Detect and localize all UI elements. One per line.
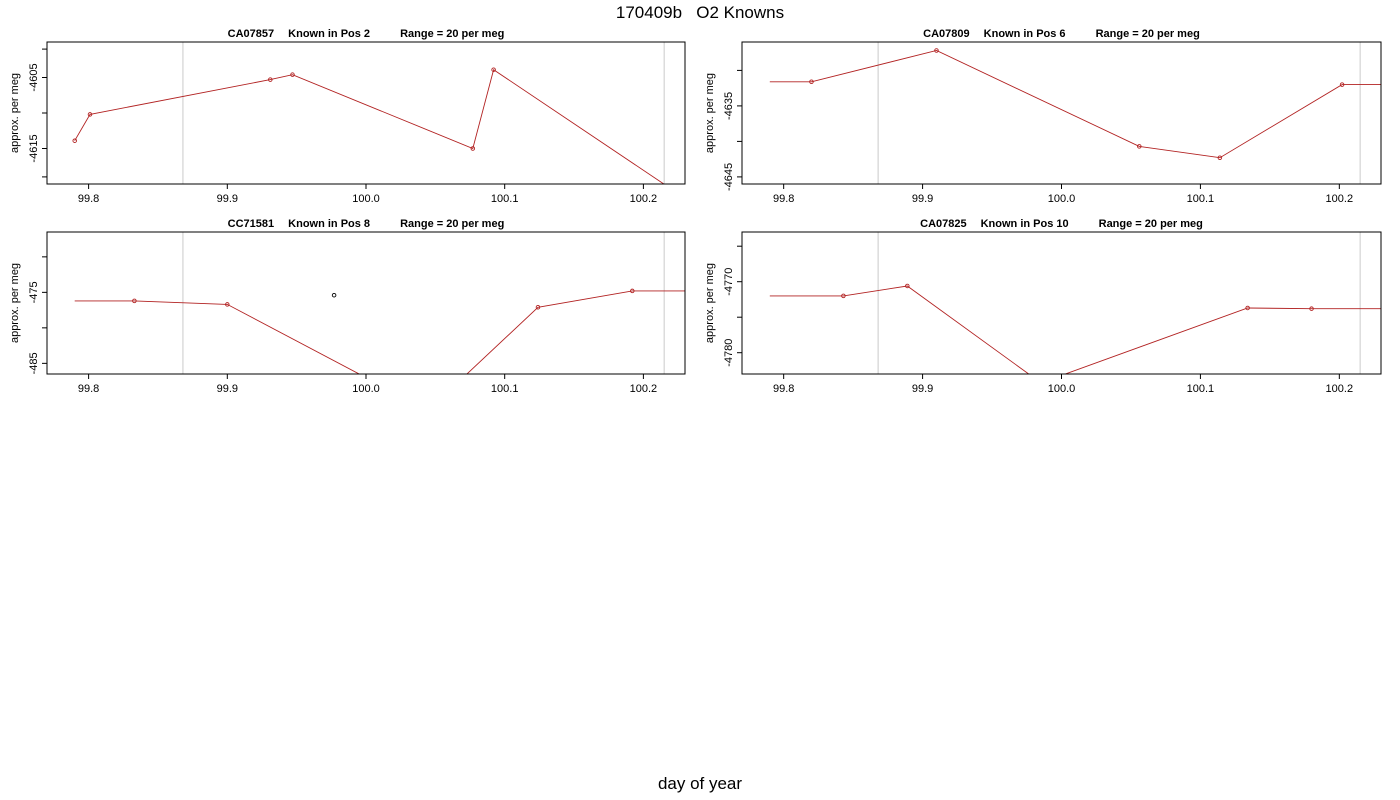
plot-frame [46,41,686,185]
x-tick-label: 100.0 [1048,383,1076,395]
x-tick-label: 100.2 [1326,193,1354,205]
chart-panel-4: 99.8 99.9 100.0 100.1 100.2 -4780 -4770 approx.… [704,218,1382,395]
x-tick-label: 99.9 [912,193,933,205]
y-tick-label: -4615 [28,134,40,162]
chart-panel-3: 99.8 99.9 100.0 100.1 100.2 -485 -475 approx. p… [9,218,686,395]
x-tick-label: 99.9 [912,383,933,395]
x-tick-label: 100.1 [1187,193,1215,205]
data-point [1217,155,1223,160]
panel-title-part: CC71581 [228,218,274,230]
chart-panel-2: 99.8 99.9 100.0 100.1 100.2 -4645 -4635 approx.… [704,28,1382,205]
x-tick-label: 100.1 [1187,383,1215,395]
x-tick-label: 100.2 [630,383,658,395]
y-axis-label: approx. per meg [704,73,716,153]
panel-title-part: CA07809 [923,28,969,40]
panel-title: CC71581 Known in Pos 8 Range = 20 per meg [228,218,505,230]
chart-panel-1: 99.8 99.9 100.0 100.1 100.2 -4615 -4605 approx.… [9,28,686,205]
series-line [74,290,685,374]
data-point [290,72,295,77]
panel-title-part: Known in Pos 6 [984,28,1066,40]
plot-frame [741,231,1382,375]
series-line [769,50,1381,159]
panel-title-part: Range = 20 per meg [400,28,504,40]
data-point [630,288,635,294]
data-point [535,305,541,310]
x-tick-label: 99.8 [78,193,99,205]
data-point [841,293,846,299]
x-tick-label: 100.1 [491,383,519,395]
plot-frame [741,41,1382,185]
x-tick-label: 99.9 [217,193,238,205]
panel-title-part: Range = 20 per meg [1099,218,1203,230]
x-tick-label: 100.0 [352,193,380,205]
panel-title: CA07857 Known in Pos 2 Range = 20 per meg [228,28,505,40]
y-axis-label: approx. per meg [9,263,21,343]
series-line [769,285,1381,374]
data-point [225,302,230,307]
y-tick-label: -475 [28,281,40,303]
page-title: 170409b O2 Knowns [615,3,785,22]
data-point [1339,82,1345,87]
panel-title-part: Range = 20 per meg [1096,28,1200,40]
panel-title-part: Known in Pos 2 [288,28,370,40]
x-tick-label: 99.8 [773,383,794,395]
y-tick-label: -4605 [28,63,40,91]
x-tick-label: 99.8 [78,383,99,395]
x-tick-label: 100.2 [1326,383,1354,395]
panel-title-part: Range = 20 per meg [400,218,504,230]
panel-title-part: CA07857 [228,28,274,40]
x-tick-label: 99.9 [217,383,238,395]
y-tick-label: -4645 [723,163,735,191]
data-point [331,292,337,298]
panel-title-part: Known in Pos 10 [981,218,1069,230]
x-tick-label: 100.1 [491,193,519,205]
data-point [934,48,939,53]
y-axis-label: approx. per meg [9,73,21,153]
y-tick-label: -4780 [723,339,735,367]
panel-title-part: CA07825 [920,218,966,230]
data-point [1245,305,1250,311]
y-axis-label: approx. per meg [704,263,716,343]
x-tick-label: 100.0 [1048,193,1076,205]
data-point [470,146,476,151]
y-tick-label: -4770 [723,268,735,296]
data-point [1309,306,1314,311]
plot-frame [46,231,686,375]
panel-title: CA07825 Known in Pos 10 Range = 20 per meg [920,218,1203,230]
y-tick-label: -4635 [723,92,735,120]
data-point [809,79,814,85]
x-axis-title: day of year [657,774,743,793]
data-point [268,77,273,82]
data-point [87,112,93,117]
data-point [72,138,77,143]
x-tick-label: 99.8 [773,193,794,205]
series-line [74,68,665,184]
y-tick-label: -485 [28,352,40,374]
data-point [491,67,496,72]
panel-title-part: Known in Pos 8 [288,218,370,230]
x-tick-label: 100.2 [630,193,658,205]
panel-title: CA07809 Known in Pos 6 Range = 20 per meg [923,28,1200,40]
data-point [132,298,137,304]
x-tick-label: 100.0 [352,383,380,395]
data-point [1137,144,1142,149]
data-point [905,283,910,289]
